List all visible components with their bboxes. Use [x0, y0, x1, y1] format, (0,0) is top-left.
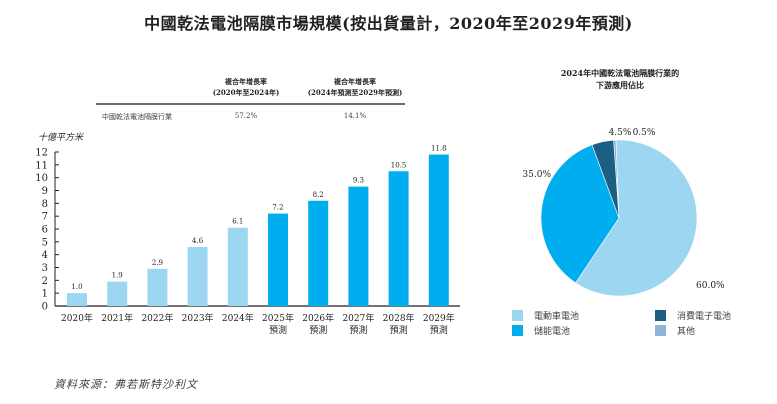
- y-tick-label: 9: [42, 186, 48, 197]
- x-tick-label: 2025年: [262, 312, 294, 324]
- cagr-row-label: 中國乾法電池隔膜行業: [102, 113, 172, 121]
- legend-label-consumer: 消費電子電池: [677, 312, 732, 322]
- pie-label-other: 0.5%: [633, 128, 656, 138]
- x-tick-label: 2023年: [182, 312, 214, 324]
- bar-2029年: [428, 154, 449, 306]
- bar-value-label: 1.9: [112, 272, 123, 280]
- bar-2022年: [147, 268, 168, 306]
- pie-label-storage: 35.0%: [522, 170, 551, 180]
- bar-value-label: 2.9: [152, 259, 163, 267]
- legend-swatch-other: [655, 325, 666, 336]
- x-tick-label: 2024年: [222, 312, 254, 324]
- legend-swatch-storage: [512, 325, 523, 336]
- bar-2027年: [348, 186, 369, 306]
- bar-value-label: 1.0: [71, 283, 82, 291]
- y-tick-label: 0: [42, 302, 48, 313]
- bar-chart: 01234567891011121.02020年1.92021年2.92022年…: [35, 145, 460, 336]
- bar-value-label: 8.2: [313, 191, 324, 199]
- y-tick-label: 5: [42, 237, 48, 248]
- y-tick-label: 11: [35, 160, 48, 171]
- x-tick-label: 2020年: [61, 312, 93, 324]
- pie-slice-storage: [540, 144, 620, 284]
- pie-slice-consumer: [591, 139, 620, 219]
- pie-label-consumer: 4.5%: [609, 128, 632, 138]
- x-tick-sublabel: 預測: [309, 324, 327, 336]
- legend-label-storage: 儲能電池: [534, 327, 571, 337]
- y-axis-unit-label: 十億平方米: [38, 133, 84, 143]
- bar-value-label: 10.5: [391, 161, 407, 169]
- legend-item-storage: 儲能電池: [512, 324, 570, 337]
- y-tick-label: 4: [42, 250, 48, 261]
- cagr-header-2024-2029: 複合年增長率 (2024年預測至2029年預測): [307, 77, 403, 97]
- pie-slice-other: [613, 139, 620, 219]
- y-tick-label: 8: [42, 199, 48, 210]
- x-tick-sublabel: 預測: [430, 324, 448, 336]
- y-tick-label: 2: [42, 276, 48, 287]
- chart-title: 中國乾法電池隔膜市場規模(按出貨量計，2020年至2029年預測): [144, 14, 633, 33]
- bar-value-label: 11.8: [431, 145, 447, 153]
- bar-2023年: [187, 246, 208, 306]
- pie-slice-ev: [575, 139, 698, 297]
- x-tick-label: 2027年: [342, 312, 374, 324]
- y-tick-label: 12: [35, 148, 48, 159]
- cagr-header-2020-2024: 複合年增長率 (2020年至2024年): [212, 77, 280, 97]
- cagr-value-2020-2024: 57.2%: [234, 112, 258, 120]
- legend-swatch-consumer: [655, 310, 666, 321]
- pie-chart-title: 2024年中國乾法電池隔膜行業的 下游應用佔比: [560, 68, 680, 90]
- x-tick-label: 2021年: [101, 312, 133, 324]
- legend-label-ev: 電動車電池: [534, 312, 580, 322]
- pie-label-ev: 60.0%: [696, 281, 725, 291]
- legend-swatch-ev: [512, 310, 523, 321]
- x-tick-label: 2022年: [141, 312, 173, 324]
- x-tick-sublabel: 預測: [269, 324, 287, 336]
- bar-value-label: 9.3: [353, 177, 364, 185]
- legend-label-other: 其他: [677, 327, 696, 337]
- y-tick-label: 10: [35, 173, 48, 184]
- bar-2026年: [308, 200, 329, 306]
- bar-value-label: 7.2: [272, 204, 283, 212]
- bar-2021年: [107, 281, 128, 306]
- y-tick-label: 1: [42, 289, 48, 300]
- cagr-table-rule: [96, 103, 405, 105]
- legend-item-other: 其他: [655, 324, 695, 337]
- y-tick-label: 7: [42, 212, 48, 223]
- y-tick-label: 3: [42, 263, 48, 274]
- bar-2024年: [227, 227, 248, 306]
- bar-value-label: 4.6: [192, 237, 204, 245]
- bar-2020年: [67, 293, 87, 306]
- x-tick-label: 2028年: [383, 312, 415, 324]
- bar-2025年: [268, 213, 288, 306]
- y-tick-label: 6: [42, 225, 48, 236]
- bar-value-label: 6.1: [232, 218, 243, 226]
- x-tick-label: 2026年: [302, 312, 334, 324]
- legend-item-consumer: 消費電子電池: [655, 309, 731, 322]
- x-tick-sublabel: 預測: [390, 324, 408, 336]
- source-note: 資料來源：弗若斯特沙利文: [54, 378, 198, 391]
- cagr-value-2024-2029: 14.1%: [343, 112, 367, 120]
- legend-item-ev: 電動車電池: [512, 309, 579, 322]
- bar-2028年: [388, 171, 409, 306]
- x-tick-label: 2029年: [423, 312, 455, 324]
- x-tick-sublabel: 預測: [349, 324, 367, 336]
